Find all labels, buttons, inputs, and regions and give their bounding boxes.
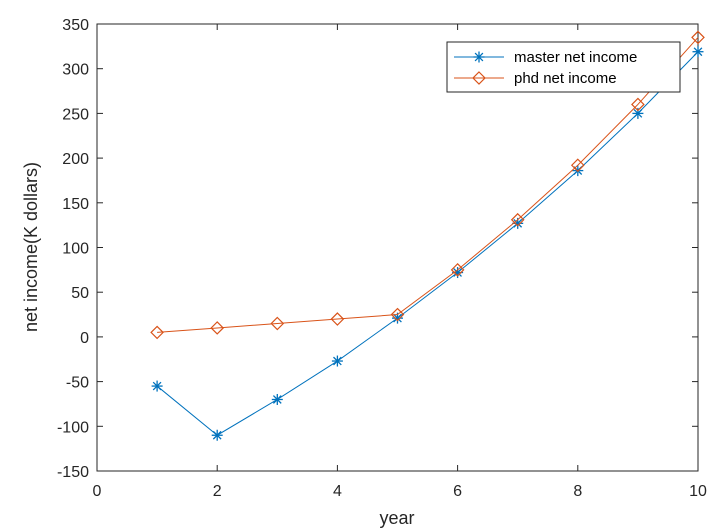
data-point [150, 325, 164, 340]
y-tick-label: 100 [62, 241, 89, 258]
data-point [271, 393, 283, 405]
data-point [151, 380, 163, 392]
y-tick-label: 350 [62, 17, 89, 34]
data-point [390, 307, 405, 322]
data-point [330, 312, 345, 326]
legend-marker-master [473, 51, 485, 63]
x-tick-label: 4 [333, 483, 342, 500]
data-point [631, 97, 645, 112]
y-tick-label: 250 [62, 106, 89, 123]
data-point [211, 429, 223, 441]
y-tick-label: 0 [80, 330, 89, 347]
y-tick-label: -100 [57, 419, 89, 436]
x-tick-label: 0 [93, 483, 102, 500]
y-tick-label: 150 [62, 196, 89, 213]
y-tick-label: -50 [66, 375, 89, 392]
data-point [450, 263, 465, 277]
y-tick-labels: -150 -100 -50 0 50 100 150 200 250 300 350 [57, 17, 89, 481]
legend-marker-glyph [472, 71, 486, 85]
data-point [510, 212, 525, 227]
x-tick-label: 10 [689, 483, 707, 500]
data-point [632, 107, 644, 119]
data-point [210, 321, 225, 335]
y-tick-label: 300 [62, 62, 89, 79]
plot-area [96, 23, 699, 472]
series-line-0 [156, 51, 699, 436]
y-axis-label: net income(K dollars) [21, 162, 41, 332]
legend-label-phd: phd net income [514, 70, 617, 87]
legend-label-master: master net income [514, 49, 637, 66]
x-tick-label: 2 [213, 483, 222, 500]
y-tick-label: 200 [62, 151, 89, 168]
x-tick-label: 8 [573, 483, 582, 500]
x-axis-label: year [379, 508, 414, 528]
y-tick-label: 50 [71, 285, 89, 302]
series-layer [150, 30, 705, 441]
legend-box [446, 41, 681, 93]
legend-marker-phd [472, 71, 486, 85]
y-tick-label: -150 [57, 464, 89, 481]
series-line-1 [157, 37, 699, 333]
data-point [691, 30, 705, 45]
data-point [570, 158, 585, 173]
axis-ticks [96, 23, 699, 472]
legend: master net income phd net income [446, 41, 681, 93]
data-point [270, 316, 285, 331]
data-point [331, 355, 343, 367]
x-tick-labels: 0 2 4 6 8 10 [93, 483, 707, 500]
data-point [692, 46, 704, 58]
x-tick-label: 6 [453, 483, 462, 500]
legend-marker-glyph [473, 51, 485, 63]
